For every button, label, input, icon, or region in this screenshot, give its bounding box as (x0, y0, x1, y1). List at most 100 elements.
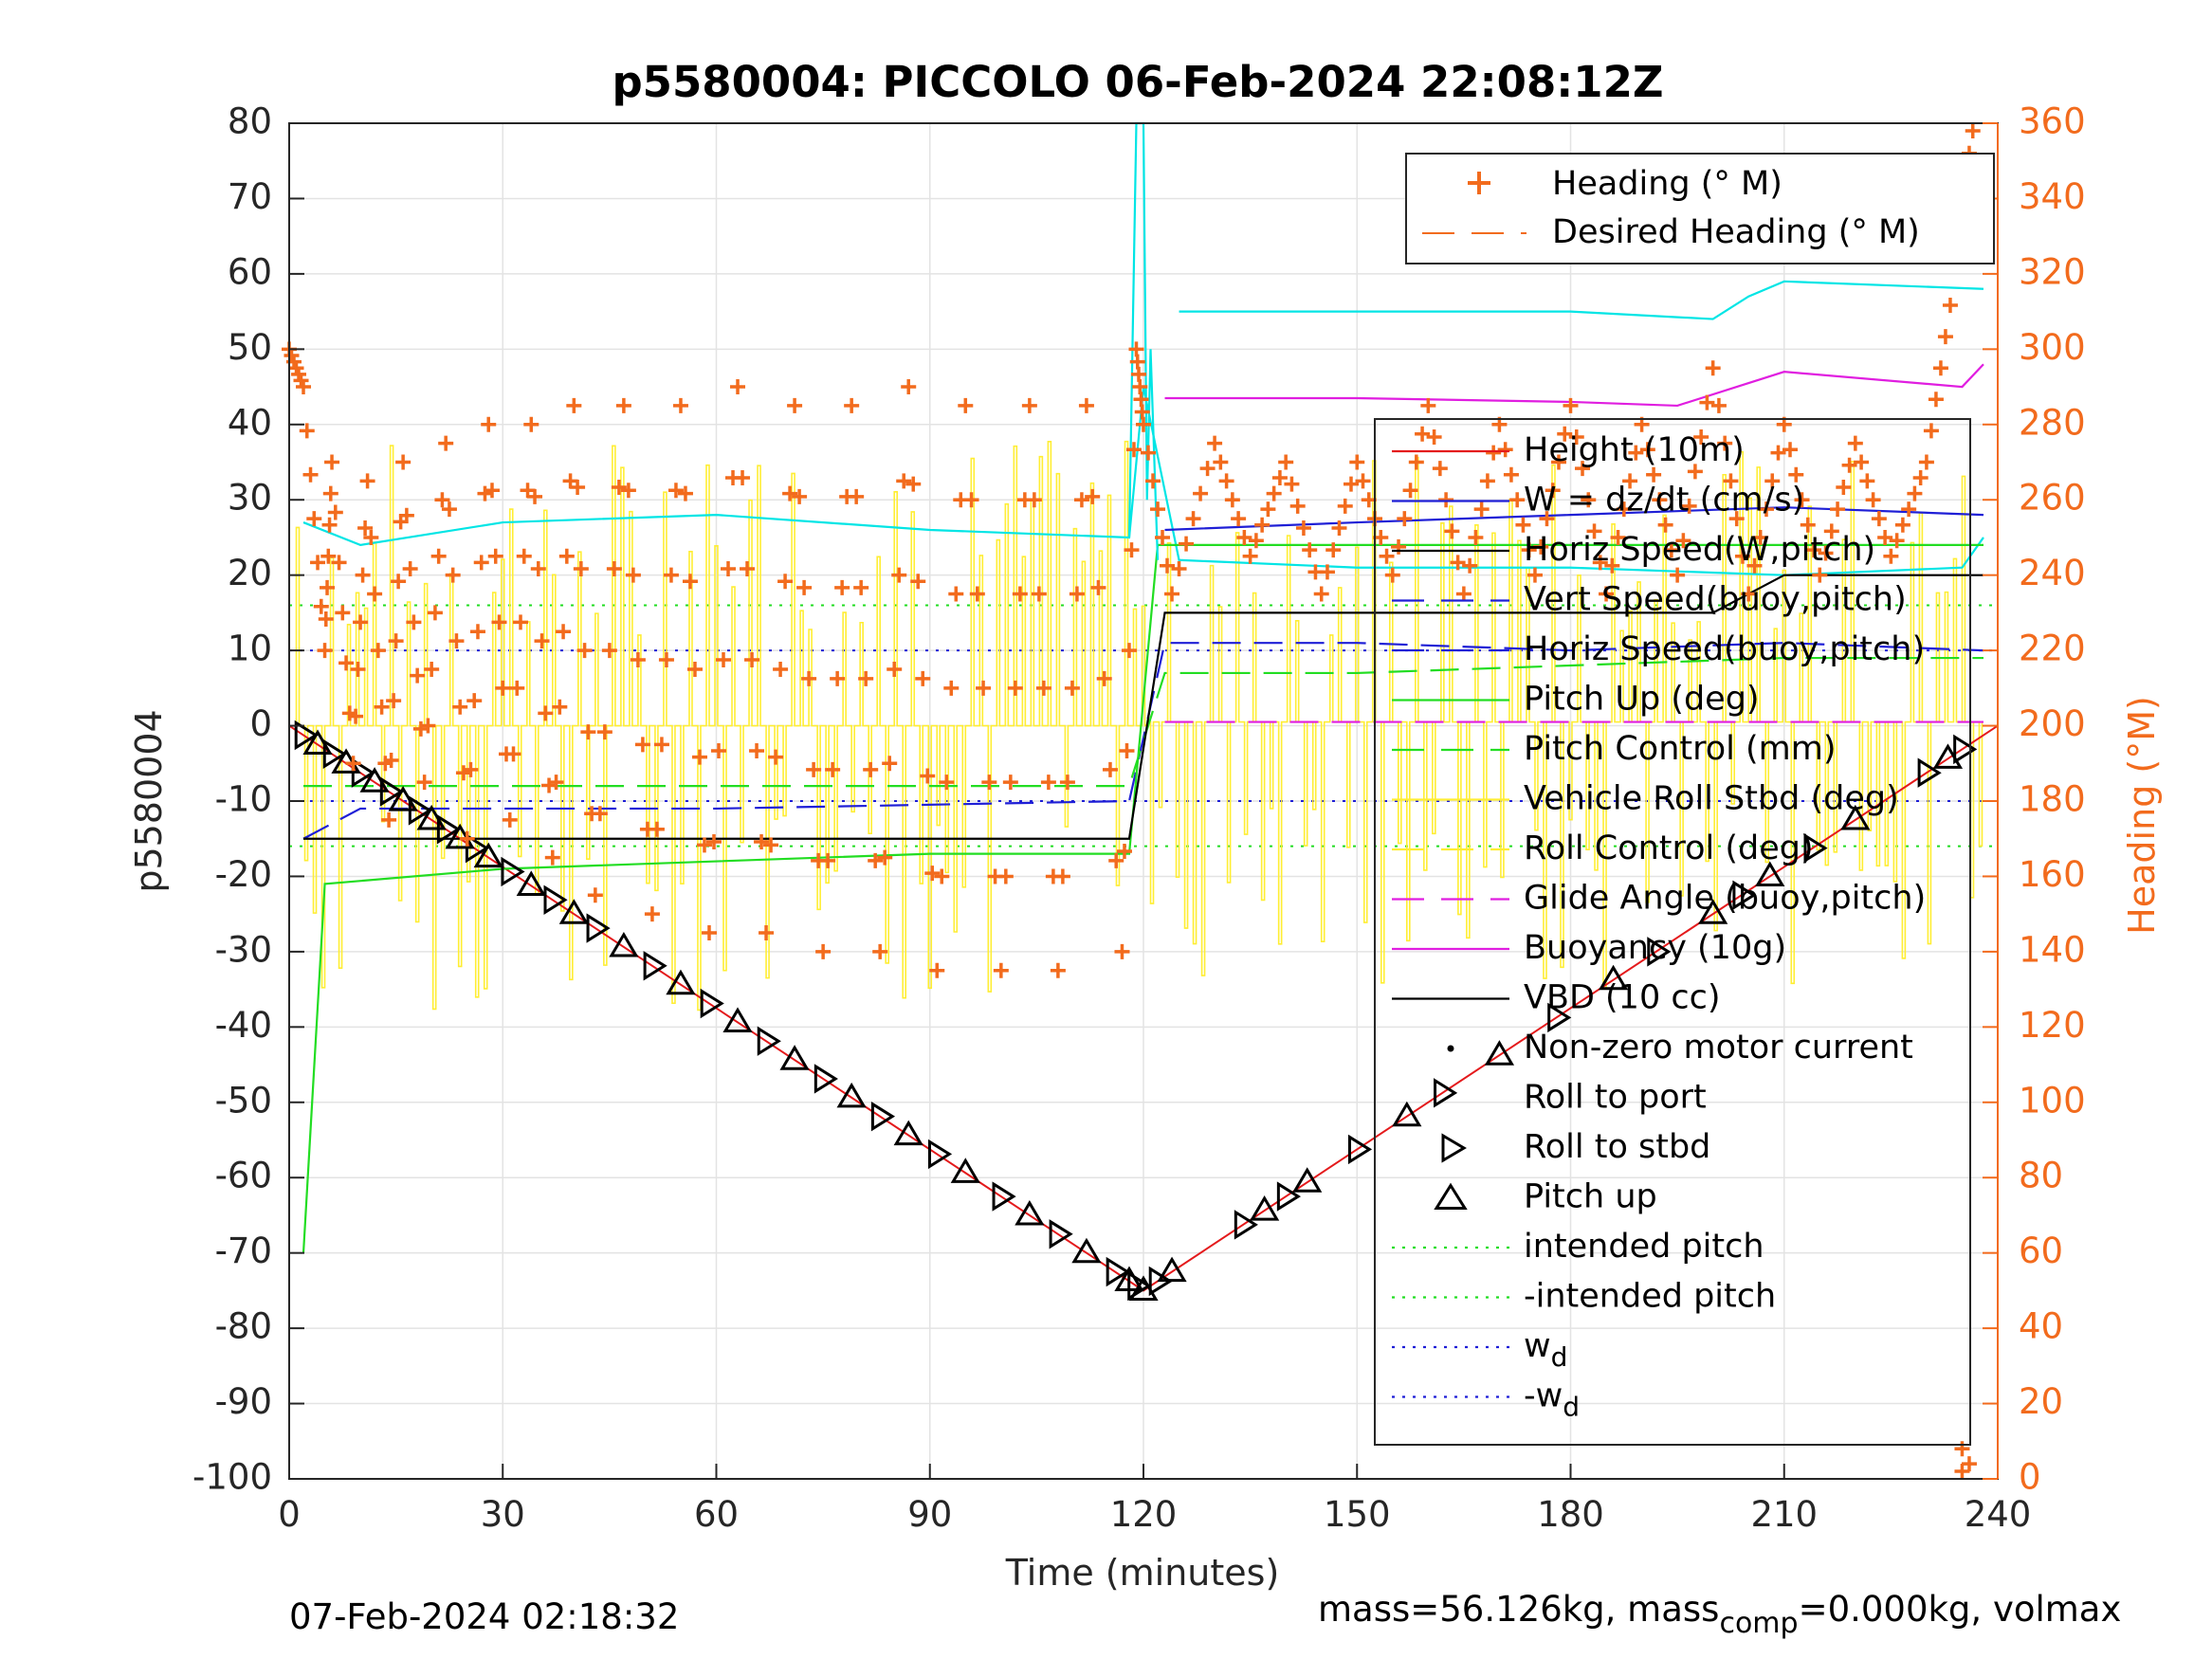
heading-point (566, 397, 582, 413)
y-tick-label-right: 240 (2019, 553, 2086, 593)
heading-point (1271, 470, 1288, 486)
heading-point (1012, 586, 1028, 602)
heading-point (592, 806, 608, 822)
pitch-up-marker (1484, 1040, 1515, 1066)
footer-mass-prefix: mass=56.126kg, mass (1318, 1589, 1719, 1630)
heading-point (1397, 511, 1413, 527)
heading-point (1533, 538, 1549, 555)
heading-point (929, 962, 945, 978)
pitch-up-marker (1250, 1195, 1280, 1221)
heading-point (1266, 485, 1282, 501)
heading-point (516, 548, 532, 564)
y-tick-label-left: 30 (228, 478, 272, 519)
pitch-up-marker (1392, 1101, 1422, 1127)
heading-point (682, 574, 698, 590)
pitch-up-marker (1157, 1256, 1187, 1283)
heading-point (487, 548, 503, 564)
heading-point (777, 574, 794, 590)
pitch-up-marker (1071, 1237, 1102, 1264)
legend-entry-glide-angle-buoy-pitch-label: Glide Angle (buoy,pitch) (1524, 880, 1926, 918)
heading-point (740, 561, 756, 577)
heading-point (587, 887, 603, 903)
roll-to-stbd-marker (379, 776, 404, 807)
heading-point (915, 670, 931, 686)
heading-point (1782, 442, 1799, 458)
heading-point (939, 775, 955, 791)
heading-point (969, 586, 985, 602)
heading-point (1185, 511, 1201, 527)
pitch-up-marker (836, 1082, 867, 1108)
heading-point (1497, 442, 1513, 458)
heading-point (359, 473, 375, 489)
heading-point (541, 777, 558, 793)
heading-point (484, 483, 500, 499)
heading-point (1313, 586, 1329, 602)
heading-point (1035, 680, 1051, 696)
heading-point (1894, 517, 1910, 533)
heading-point (910, 574, 926, 590)
x-tick-label: 180 (1537, 1494, 1604, 1535)
pitch-up-marker (473, 842, 503, 868)
markers-layer (294, 720, 1978, 1302)
heading-point (1391, 538, 1407, 555)
y-tick-label-left: 20 (228, 553, 272, 593)
legend-entry-buoyancy-10g-label: Buoyancy (10g) (1524, 929, 1786, 967)
heading-point (891, 567, 907, 583)
heading-point (1526, 567, 1543, 583)
heading-point (1384, 567, 1400, 583)
heading-point (744, 652, 760, 668)
heading-point (1741, 586, 1757, 602)
roll-to-stbd-marker (1276, 1181, 1301, 1212)
heading-point (1545, 483, 1561, 499)
heading-point (1193, 485, 1209, 501)
heading-point (1002, 775, 1018, 791)
heading-point (1462, 557, 1478, 574)
heading-point (663, 567, 679, 583)
heading-point (386, 693, 402, 709)
heading-point (445, 567, 461, 583)
series-vert-speed-buoy-pitch (302, 642, 1984, 840)
roll-control-trace (295, 440, 1983, 1012)
y-tick-label-left: 10 (228, 629, 272, 669)
heading-point (1160, 557, 1176, 574)
heading-point (1337, 498, 1353, 514)
heading-point (735, 470, 751, 486)
y-tick-label-right: 280 (2019, 402, 2086, 443)
heading-point (1069, 586, 1085, 602)
heading-point (1681, 498, 1697, 514)
roll-to-stbd-marker (757, 1026, 781, 1056)
heading-point (1830, 501, 1846, 518)
heading-point (1468, 529, 1484, 545)
legend-heading-label: Heading (° M) (1552, 165, 1782, 203)
heading-point (441, 501, 457, 518)
heading-point (1539, 511, 1555, 527)
roll-to-stbd-marker (351, 757, 375, 788)
heading-point (1231, 511, 1247, 527)
heading-point (538, 705, 554, 721)
heading-point (370, 643, 386, 659)
heading-point (606, 561, 622, 577)
roll-to-stbd-marker (543, 884, 568, 915)
y-tick-label-right: 180 (2019, 779, 2086, 820)
heading-point (473, 555, 489, 571)
footer-mass-suffix: =0.000kg, volmax (1799, 1589, 2122, 1630)
heading-point (872, 943, 888, 959)
roll-to-stbd-marker (1803, 832, 1828, 864)
heading-point (310, 555, 326, 571)
heading-point (1021, 397, 1037, 413)
heading-point (820, 852, 836, 868)
heading-point (1031, 586, 1047, 602)
roll-to-stbd-marker (1127, 1270, 1152, 1302)
legend-main: Height (10m) W = dz/dt (cm/s) Horiz Speed(… (1374, 418, 1971, 1446)
heading-point (905, 476, 922, 492)
heading-point (477, 485, 493, 501)
pitch-up-marker (609, 931, 639, 957)
y-tick-label-left: -10 (215, 779, 272, 820)
heading-point (792, 488, 808, 504)
y-tick-label-right: 340 (2019, 176, 2086, 217)
y-tick-label-right: 60 (2019, 1231, 2063, 1271)
heading-point (1150, 501, 1166, 518)
heading-point (896, 473, 912, 489)
heading-point (502, 811, 518, 828)
pitch-up-marker (516, 870, 546, 896)
